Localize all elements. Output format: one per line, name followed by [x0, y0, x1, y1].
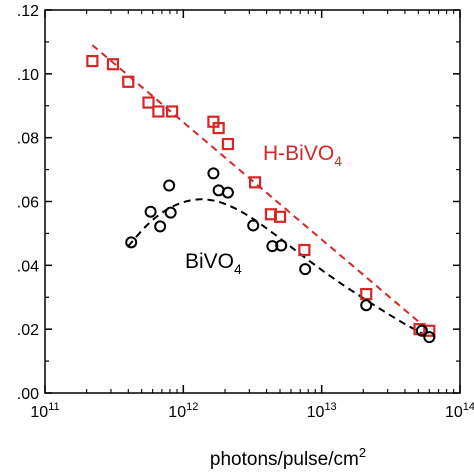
data-point-h-bivo4 [142, 96, 155, 109]
data-point-h-bivo4 [360, 287, 373, 301]
fit-lines [91, 44, 430, 339]
data-point-h-bivo4 [122, 75, 135, 88]
data-point-bivo4 [266, 240, 279, 253]
data-point-h-bivo4 [106, 58, 120, 71]
y-tick-label: .12 [17, 3, 39, 20]
data-point-h-bivo4 [423, 324, 436, 337]
y-tick-label: .04 [17, 258, 39, 275]
data-point-bivo4 [275, 239, 288, 252]
data-point-h-bivo4 [86, 54, 99, 68]
data-point-h-bivo4 [152, 105, 165, 118]
data-point-bivo4 [163, 179, 176, 192]
data-point-bivo4 [360, 299, 373, 312]
data-point-bivo4 [164, 206, 177, 219]
data-point-h-bivo4 [273, 210, 287, 223]
y-tick-label: .00 [17, 386, 39, 403]
data-markers [86, 54, 436, 344]
x-axis-title-text: photons/pulse/cm [210, 449, 359, 470]
x-axis-title-superscript: 2 [359, 445, 366, 460]
x-tick-label: 1011 [30, 401, 59, 421]
data-point-bivo4 [247, 219, 260, 232]
series-label-subscript: 4 [234, 261, 242, 277]
x-tick-label: 1014 [445, 401, 474, 421]
x-tick-label: 1012 [168, 401, 198, 421]
series-label-subscript: 4 [334, 153, 342, 169]
data-point-bivo4 [125, 236, 138, 249]
series-label-bivo4: BiVO4 [185, 250, 242, 277]
data-point-bivo4 [144, 205, 157, 218]
data-point-h-bivo4 [212, 121, 225, 135]
data-point-bivo4 [221, 186, 234, 199]
data-point-bivo4 [154, 220, 167, 233]
axes: .00 .02 .04 .06 .08 .10 .12 1011 1012 1013 1014 [17, 3, 474, 421]
data-point-h-bivo4 [248, 176, 262, 189]
data-point-bivo4 [423, 331, 436, 344]
series-label-text: BiVO [185, 250, 234, 273]
y-tick-label: .08 [17, 131, 39, 148]
y-tick-label: .06 [17, 195, 39, 212]
data-point-bivo4 [207, 167, 220, 180]
data-point-h-bivo4 [166, 105, 179, 118]
x-axis-title: photons/pulse/cm2 [210, 445, 366, 470]
y-tick-label: .02 [17, 322, 39, 339]
fit-line-bivo4 [127, 198, 430, 339]
data-point-h-bivo4 [298, 243, 311, 257]
x-tick-label: 1013 [307, 401, 337, 421]
data-point-bivo4 [299, 263, 312, 276]
data-point-bivo4 [415, 324, 428, 337]
data-point-h-bivo4 [221, 137, 235, 151]
series-label-h-bivo4: H-BiVO4 [263, 142, 342, 169]
series-label-text: H-BiVO [263, 142, 334, 165]
y-tick-label: .10 [17, 67, 39, 84]
